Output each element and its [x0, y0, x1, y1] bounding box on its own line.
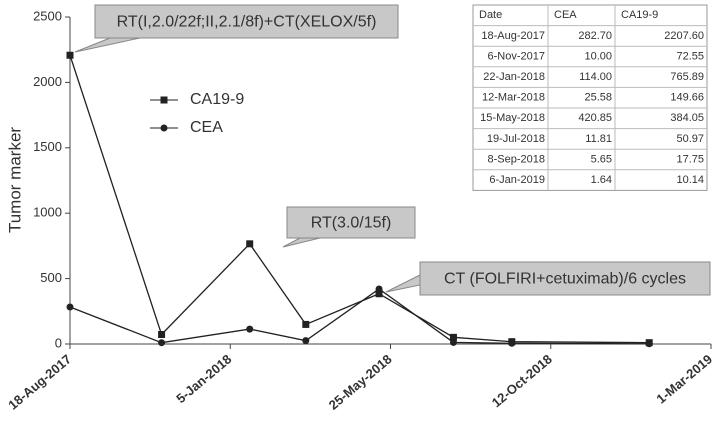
callout-box [286, 206, 416, 239]
callout-box [419, 261, 711, 296]
series-line [69, 55, 650, 344]
table-cell: 25.58 [584, 92, 612, 104]
table-cell: 765.89 [670, 71, 704, 83]
x-tick-label: 5-Jan-2018 [173, 351, 234, 406]
table-cell: 50.97 [676, 133, 704, 145]
legend-label: CA19-9 [190, 91, 244, 108]
y-tick-label: 1500 [33, 139, 62, 154]
data-point [375, 285, 383, 293]
y-axis-label: Tumor marker [5, 127, 24, 233]
data-point [508, 339, 516, 347]
table-cell: 420.85 [578, 112, 612, 124]
callout-text: CT (FOLFIRI+cetuximab)/6 cycles [444, 271, 686, 288]
y-tick-label: 1000 [33, 205, 62, 220]
table-bg [472, 4, 708, 191]
legend-marker [160, 124, 168, 132]
data-point [158, 339, 166, 347]
data-point [449, 338, 457, 346]
data-point [645, 340, 653, 348]
table-cell: 384.05 [670, 112, 704, 124]
table-cell: 72.55 [676, 50, 704, 62]
table-cell: 149.66 [670, 92, 704, 104]
x-tick-label: 12-Oct-2018 [489, 351, 555, 410]
table-cell: 6-Nov-2017 [488, 50, 545, 62]
table-cell: 6-Jan-2019 [489, 174, 545, 186]
series-line [69, 288, 650, 345]
callout-pointer [282, 237, 321, 248]
table-header: CA19-9 [621, 9, 658, 21]
y-tick-label: 500 [40, 270, 62, 285]
callout-text: RT(3.0/15f) [311, 215, 392, 232]
data-point [375, 290, 383, 298]
data-point [302, 320, 310, 328]
x-tick-label: 1-Mar-2019 [653, 351, 715, 406]
table-cell: 114.00 [579, 71, 612, 83]
callout-pointer [385, 274, 421, 293]
table-cell: 19-Jul-2018 [487, 133, 545, 145]
x-tick-label: 25-May-2018 [326, 351, 395, 412]
callout-text: RT(I,2.0/22f;II,2.1/8f)+CT(XELOX/5f) [117, 14, 377, 31]
y-tick-label: 0 [55, 335, 62, 350]
legend-label: CEA [190, 119, 223, 136]
data-point [246, 240, 254, 248]
data-point [158, 331, 166, 339]
table-cell: 10.14 [676, 174, 704, 186]
callout-pointer [74, 37, 141, 53]
y-tick-label: 2500 [33, 8, 62, 23]
callout-box [94, 4, 399, 39]
data-point [246, 325, 254, 333]
table-header: CEA [554, 9, 577, 21]
table-cell: 2207.60 [664, 30, 704, 42]
y-tick-label: 2000 [33, 74, 62, 89]
table-cell: 11.81 [585, 133, 612, 145]
table-header: Date [479, 9, 502, 21]
table-cell: 18-Aug-2017 [481, 30, 545, 42]
table-cell: 5.65 [591, 153, 612, 165]
data-point [449, 333, 457, 341]
table-cell: 10.00 [584, 50, 612, 62]
table-cell: 15-May-2018 [480, 112, 545, 124]
data-point [66, 51, 74, 59]
table-cell: 1.64 [591, 174, 612, 186]
table-cell: 17.75 [676, 153, 704, 165]
data-point [66, 303, 74, 311]
table-cell: 282.70 [578, 30, 612, 42]
table-cell: 12-Mar-2018 [482, 92, 545, 104]
table-cell: 22-Jan-2018 [483, 71, 545, 83]
table-cell: 8-Sep-2018 [488, 153, 546, 165]
data-point [302, 337, 310, 345]
legend-marker [160, 96, 168, 104]
x-tick-label: 18-Aug-2017 [5, 351, 74, 412]
